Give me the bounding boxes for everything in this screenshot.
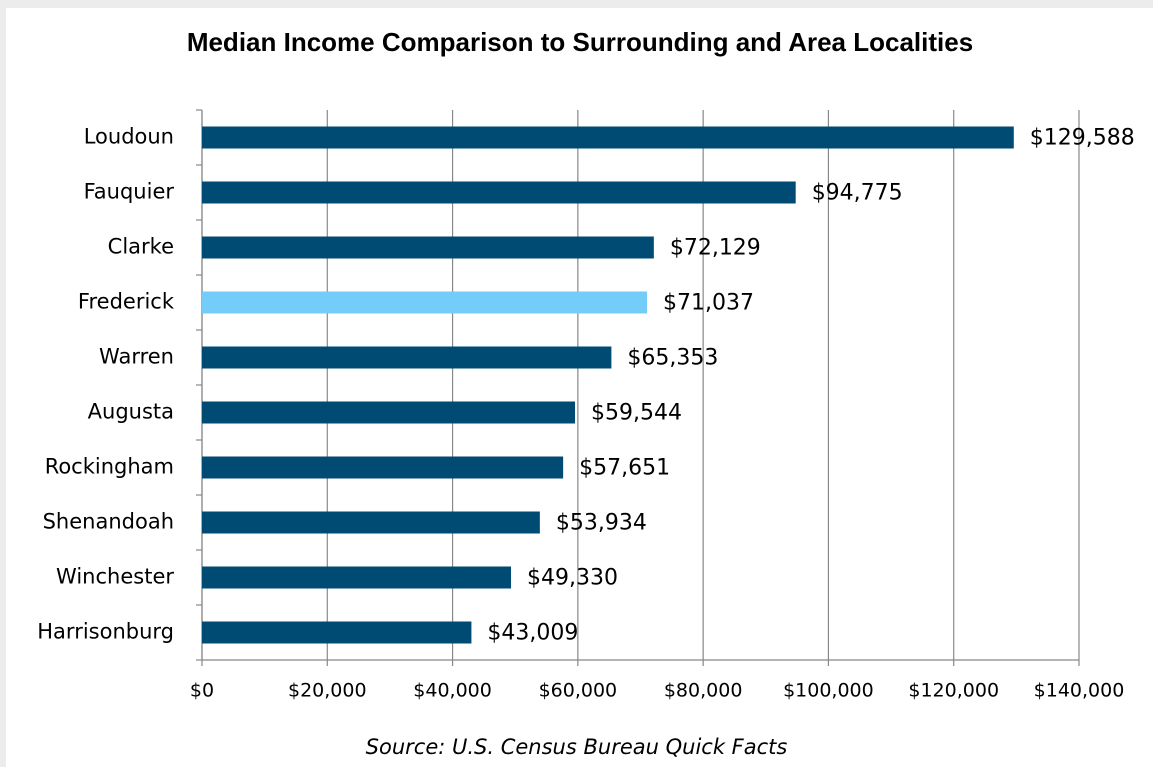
y-tick-label: Warren — [99, 345, 174, 369]
data-label: $53,934 — [556, 511, 647, 536]
x-tick-label: $60,000 — [539, 680, 618, 702]
bar — [202, 566, 512, 589]
y-tick-label: Loudoun — [84, 125, 174, 149]
y-tick-label: Fauquier — [84, 180, 175, 204]
data-label: $129,588 — [1030, 126, 1135, 151]
x-tick-label: $0 — [190, 680, 214, 702]
y-tick-label: Harrisonburg — [37, 620, 174, 644]
data-label: $59,544 — [591, 401, 682, 426]
source-note: Source: U.S. Census Bureau Quick Facts — [365, 735, 788, 759]
data-label: $65,353 — [627, 346, 718, 371]
data-label: $72,129 — [670, 236, 761, 261]
data-label: $57,651 — [579, 456, 670, 481]
bar — [202, 291, 647, 314]
y-tick-label: Frederick — [78, 290, 175, 314]
data-label: $43,009 — [487, 621, 578, 646]
x-tick-label: $120,000 — [908, 680, 999, 702]
y-tick-label: Winchester — [56, 565, 174, 589]
chart-title: Median Income Comparison to Surrounding … — [186, 27, 974, 57]
y-tick-label: Clarke — [108, 235, 174, 259]
bar — [202, 346, 612, 369]
data-label: $94,775 — [812, 181, 903, 206]
bar — [202, 511, 540, 534]
bar — [202, 456, 564, 479]
y-tick-label: Rockingham — [45, 455, 174, 479]
data-label: $49,330 — [527, 566, 618, 591]
x-tick-label: $100,000 — [783, 680, 874, 702]
bar — [202, 621, 472, 644]
bar — [202, 236, 654, 259]
bar — [202, 401, 576, 424]
x-tick-label: $40,000 — [413, 680, 492, 702]
bar — [202, 126, 1014, 149]
bar — [202, 181, 796, 204]
data-label: $71,037 — [663, 291, 754, 316]
y-tick-label: Shenandoah — [43, 510, 174, 534]
x-tick-label: $20,000 — [288, 680, 367, 702]
y-tick-label: Augusta — [88, 400, 174, 424]
x-tick-label: $80,000 — [664, 680, 743, 702]
x-tick-label: $140,000 — [1034, 680, 1125, 702]
